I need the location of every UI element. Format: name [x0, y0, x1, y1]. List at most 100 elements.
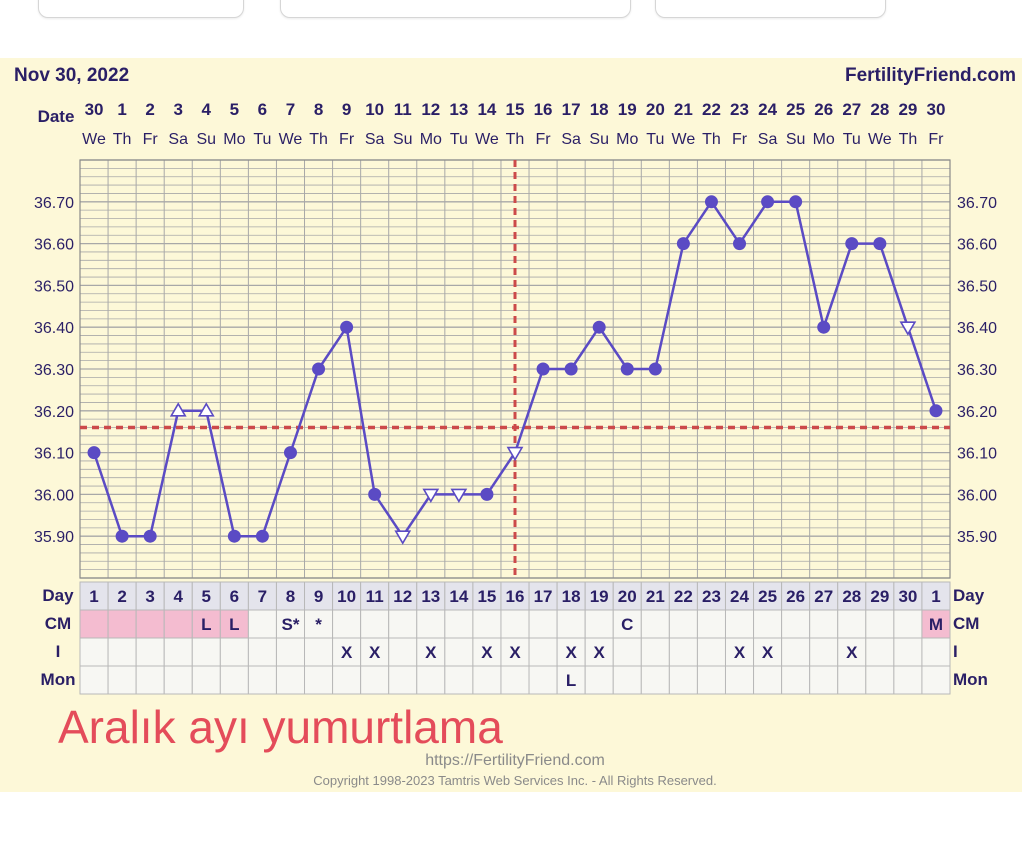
- top-card-2[interactable]: [280, 0, 631, 18]
- footer-url[interactable]: https://FertilityFriend.com: [425, 752, 605, 769]
- cell-cm: [107, 609, 137, 639]
- cell-day: [724, 581, 755, 611]
- temperature-point-open: [450, 488, 468, 503]
- cell-cm: [640, 609, 670, 639]
- y-tick-label-right: 36.10: [957, 446, 997, 463]
- cell-day-value: 27: [814, 587, 833, 606]
- row-label-day-right: Day: [953, 586, 985, 605]
- date-tick-label: 19: [618, 100, 637, 119]
- cell-day: [472, 581, 502, 611]
- cell-cm: [921, 609, 951, 639]
- cell-i: [304, 637, 334, 667]
- cell-mon: [332, 665, 362, 695]
- temperature-point: [789, 195, 803, 209]
- y-tick-label-right: 36.20: [957, 404, 997, 421]
- weekday-tick-label: Tu: [450, 131, 468, 148]
- date-tick-label: 28: [870, 100, 889, 119]
- cell-cm: [219, 609, 249, 639]
- cell-day-value: 1: [931, 587, 940, 606]
- temperature-point: [368, 487, 382, 501]
- y-tick-label-left: 36.50: [34, 278, 74, 295]
- footer-copyright: Copyright 1998-2023 Tamtris Web Services…: [313, 773, 716, 788]
- cell-day: [247, 581, 277, 611]
- date-tick-label: 14: [477, 100, 496, 119]
- temperature-point: [143, 529, 157, 543]
- date-tick-label: 25: [786, 100, 805, 119]
- date-tick-label: 21: [674, 100, 693, 119]
- date-axis-label: Date: [38, 107, 75, 126]
- cell-mon: [360, 665, 390, 695]
- cell-mon: [781, 665, 811, 695]
- cell-day-value: 15: [477, 587, 496, 606]
- cell-day-value: 18: [562, 587, 581, 606]
- cell-day: [219, 581, 249, 611]
- cell-day-value: 25: [758, 587, 777, 606]
- cell-i: [640, 637, 670, 667]
- cell-day-value: 4: [173, 587, 183, 606]
- cell-mon: [107, 665, 137, 695]
- temperature-point: [480, 487, 494, 501]
- cell-i: [500, 637, 530, 667]
- y-tick-label-left: 36.60: [34, 237, 74, 254]
- cell-i-value: X: [734, 643, 746, 662]
- cell-i: [219, 637, 249, 667]
- date-tick-label: 26: [814, 100, 833, 119]
- cell-mon: [275, 665, 306, 695]
- cell-mon: [696, 665, 726, 695]
- y-tick-label-right: 36.50: [957, 278, 997, 295]
- cell-cm: [865, 609, 895, 639]
- cell-day-value: 8: [286, 587, 295, 606]
- cell-i: [612, 637, 642, 667]
- y-tick-label-left: 36.10: [34, 446, 74, 463]
- weekday-tick-label: Sa: [365, 131, 385, 148]
- cell-day: [921, 581, 951, 611]
- weekday-tick-label: Fr: [928, 131, 944, 148]
- cell-mon: [724, 665, 755, 695]
- date-tick-label: 4: [202, 100, 212, 119]
- date-tick-label: 1: [117, 100, 126, 119]
- cell-day-value: 12: [393, 587, 412, 606]
- temperature-point: [929, 404, 943, 418]
- weekday-tick-label: Fr: [536, 131, 552, 148]
- temperature-point: [312, 362, 326, 376]
- weekday-tick-label: We: [82, 131, 106, 148]
- cell-cm: [79, 609, 109, 639]
- weekday-tick-label: Fr: [339, 131, 355, 148]
- cell-mon: [135, 665, 165, 695]
- y-tick-label-right: 35.90: [957, 529, 997, 546]
- cell-day: [332, 581, 362, 611]
- cell-i: [444, 637, 474, 667]
- weekday-tick-label: Tu: [843, 131, 861, 148]
- cell-mon: [163, 665, 193, 695]
- cell-i: [921, 637, 951, 667]
- temperature-point: [845, 237, 859, 251]
- cell-cm: [444, 609, 474, 639]
- top-card-1[interactable]: [38, 0, 244, 18]
- y-tick-label-left: 36.00: [34, 487, 74, 504]
- date-tick-label: 17: [562, 100, 581, 119]
- cell-i: [809, 637, 839, 667]
- temperature-point: [704, 195, 718, 209]
- row-label-mon-left: Mon: [41, 670, 76, 689]
- cell-mon: [640, 665, 670, 695]
- cell-cm: [781, 609, 811, 639]
- fertility-chart-panel: Nov 30, 2022 FertilityFriend.com Aralık …: [0, 58, 1022, 792]
- cell-cm: [135, 609, 165, 639]
- temperature-point: [648, 362, 662, 376]
- cell-day-value: 14: [449, 587, 468, 606]
- cell-cm: [500, 609, 530, 639]
- cell-i-value: X: [594, 643, 606, 662]
- cell-day-value: 2: [117, 587, 126, 606]
- brand-name: FertilityFriend.com: [845, 65, 1016, 86]
- cell-cm: [163, 609, 193, 639]
- cell-mon: [921, 665, 951, 695]
- weekday-tick-label: Sa: [168, 131, 188, 148]
- cell-mon: [837, 665, 867, 695]
- cell-cm: [528, 609, 558, 639]
- cell-cm: [696, 609, 726, 639]
- temperature-point: [255, 529, 269, 543]
- cell-day-value: 29: [870, 587, 889, 606]
- weekday-tick-label: We: [475, 131, 499, 148]
- cell-day: [107, 581, 137, 611]
- top-card-3[interactable]: [655, 0, 886, 18]
